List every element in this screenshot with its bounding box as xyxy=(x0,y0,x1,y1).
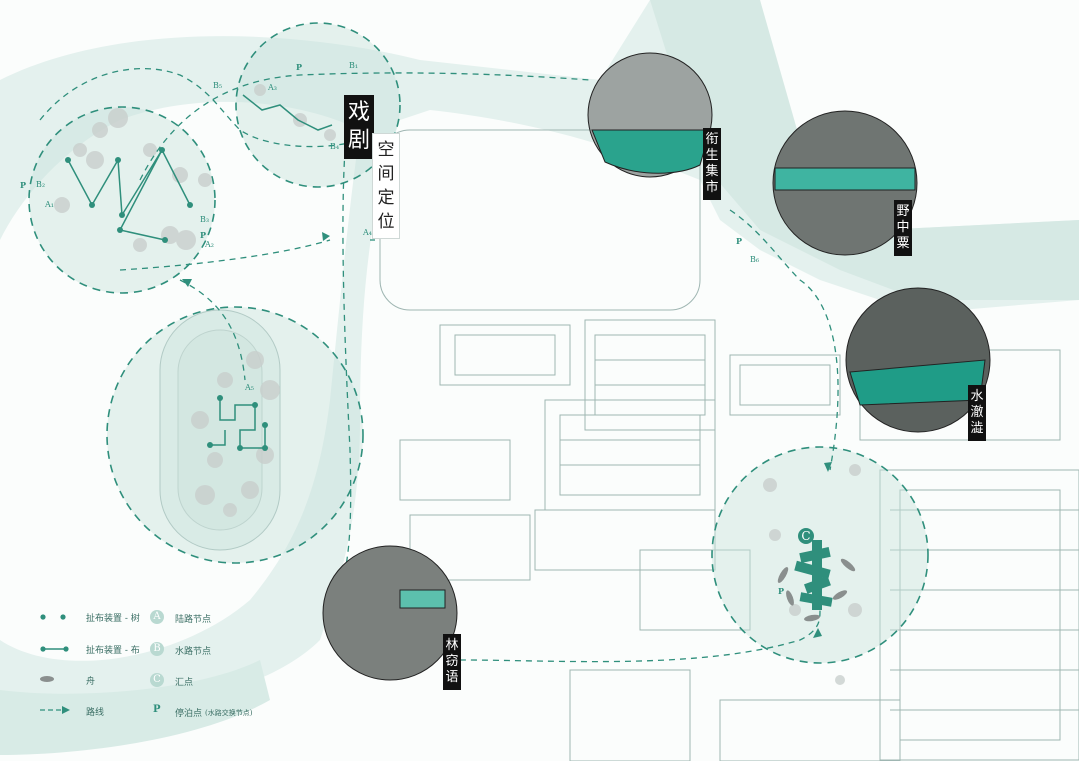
legend-land: 陆路节点 xyxy=(175,615,212,625)
tree-cluster xyxy=(54,84,862,685)
node-a4: A₄ xyxy=(363,228,372,237)
node-p-top: P xyxy=(296,62,303,72)
scene-tag-water: 水澈澁 xyxy=(968,385,986,441)
legend-cloth: 扯布装置 - 布 xyxy=(86,646,140,656)
water-lower xyxy=(0,660,270,755)
legend-gather: 汇点 xyxy=(175,678,194,688)
scene-tag-wild: 野中粟 xyxy=(894,200,912,256)
node-b5: B₅ xyxy=(213,81,223,90)
buildings xyxy=(379,129,1079,761)
legend-route: 路线 xyxy=(86,708,105,718)
water-right xyxy=(650,0,1079,300)
node-a3: A₃ xyxy=(268,83,277,92)
legend-gather-symbol: C xyxy=(150,673,164,687)
routes xyxy=(39,68,839,663)
scene-tag-forest: 林窃语 xyxy=(443,634,461,690)
space-positioning-subtitle: 空间定位 xyxy=(372,133,400,239)
photo-forest xyxy=(322,545,458,681)
legend-park-symbol: P xyxy=(153,704,161,715)
node-b1: B₁ xyxy=(349,61,359,70)
node-b2: B₂ xyxy=(36,180,46,189)
legend-water-symbol: B xyxy=(150,642,164,656)
node-a5: A₅ xyxy=(245,383,254,392)
node-c: C xyxy=(798,528,814,544)
node-p-west: P xyxy=(20,180,27,190)
legend-boat: 舟 xyxy=(86,677,96,687)
legend-park: 停泊点 (水路交换节点) xyxy=(175,708,253,720)
node-a2: A₂ xyxy=(205,240,214,249)
drama-title: 戏剧 xyxy=(344,95,374,159)
photo-circles xyxy=(322,52,991,681)
node-p-east: P xyxy=(736,236,743,246)
boats xyxy=(777,558,856,622)
zone-circle-track xyxy=(106,306,364,564)
scene-tag-market: 衔生集市 xyxy=(703,128,721,200)
legend-graphics xyxy=(40,614,70,714)
node-b6: B₆ xyxy=(750,255,760,264)
route-arrows xyxy=(182,232,832,638)
legend-water: 水路节点 xyxy=(175,647,212,657)
node-a1: A₁ xyxy=(45,200,54,209)
node-p-west2: P xyxy=(200,230,207,240)
tree-network-dots xyxy=(65,147,268,451)
gather-installation xyxy=(794,540,833,610)
legend-land-symbol: A xyxy=(150,610,164,624)
node-p-c: P xyxy=(778,586,785,596)
node-b3: B₃ xyxy=(200,215,210,224)
legend-tree: 扯布装置 - 树 xyxy=(86,614,140,624)
node-b4: B₄ xyxy=(330,142,340,151)
